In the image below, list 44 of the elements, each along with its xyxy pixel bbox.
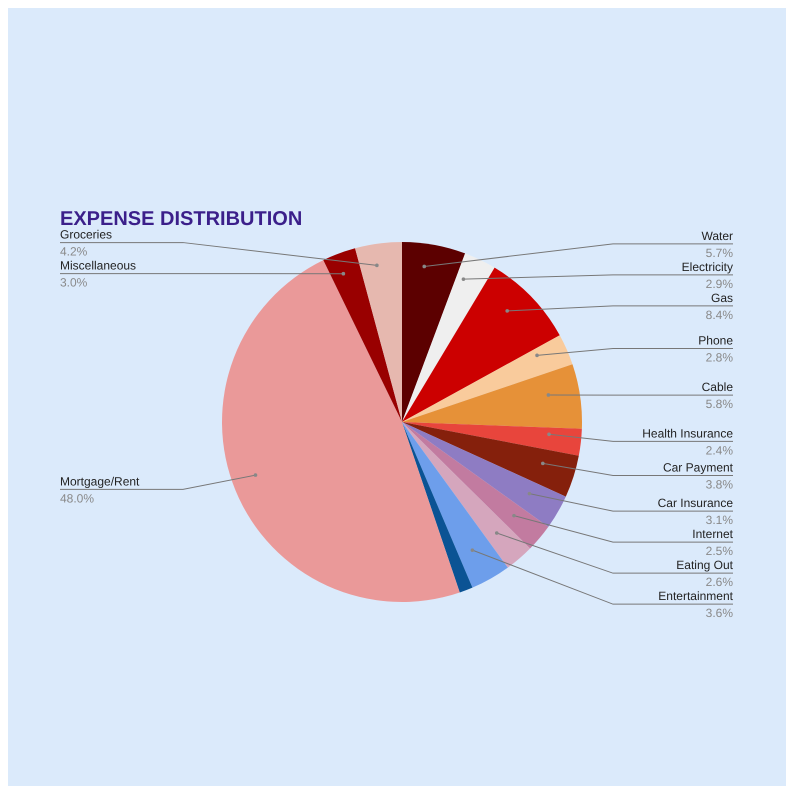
pie-slice [402, 422, 548, 548]
pie-slice [402, 422, 508, 588]
data-label: 48.0% [60, 491, 94, 506]
pie-slice [402, 268, 560, 422]
slice-label: Health Insurance [642, 426, 734, 440]
data-label: 2.8% [706, 350, 734, 364]
slice-label: Phone [698, 333, 734, 348]
pie-slice [402, 422, 579, 497]
pie-slice [402, 422, 530, 568]
slice-label: Internet [692, 527, 734, 542]
data-label: 3.6% [706, 606, 734, 620]
data-label: 3.1% [706, 513, 734, 528]
data-label: 8.4% [706, 308, 734, 322]
pie-slice [402, 422, 472, 592]
data-label: 3.8% [706, 478, 734, 492]
slice-label: Entertainment [658, 589, 734, 604]
chart-title: EXPENSE DISTRIBUTION [60, 208, 302, 230]
pie-slice [402, 335, 572, 422]
pie-slice [323, 248, 402, 422]
data-label: 4.2% [60, 244, 88, 259]
slice-label: Groceries [60, 228, 112, 242]
data-label: 2.4% [706, 443, 734, 458]
slice-label: Electricity [682, 260, 733, 274]
slice-label: Eating Out [676, 558, 734, 572]
slice-label: Water [701, 228, 733, 243]
slice-label: Gas [710, 290, 733, 305]
data-label: 5.8% [706, 397, 734, 412]
pie-slice [402, 242, 466, 422]
pie-slice [402, 253, 495, 422]
pie-slice [222, 260, 460, 602]
data-label: 3.0% [60, 276, 88, 290]
slice-label: Mortgage/Rent [60, 474, 140, 488]
pie-slice [355, 242, 402, 422]
data-label: 5.7% [706, 246, 734, 260]
data-label: 2.6% [706, 575, 734, 590]
pie-slice [402, 422, 566, 527]
slice-label: Cable [702, 380, 734, 394]
pie-slice [402, 422, 582, 456]
slice-label: Car Payment [662, 460, 734, 475]
data-label: 2.9% [706, 276, 734, 291]
data-label: 2.5% [706, 544, 734, 558]
slice-label: Miscellaneous [60, 258, 136, 273]
pie-slice [402, 364, 582, 429]
slice-label: Car Insurance [658, 496, 734, 510]
